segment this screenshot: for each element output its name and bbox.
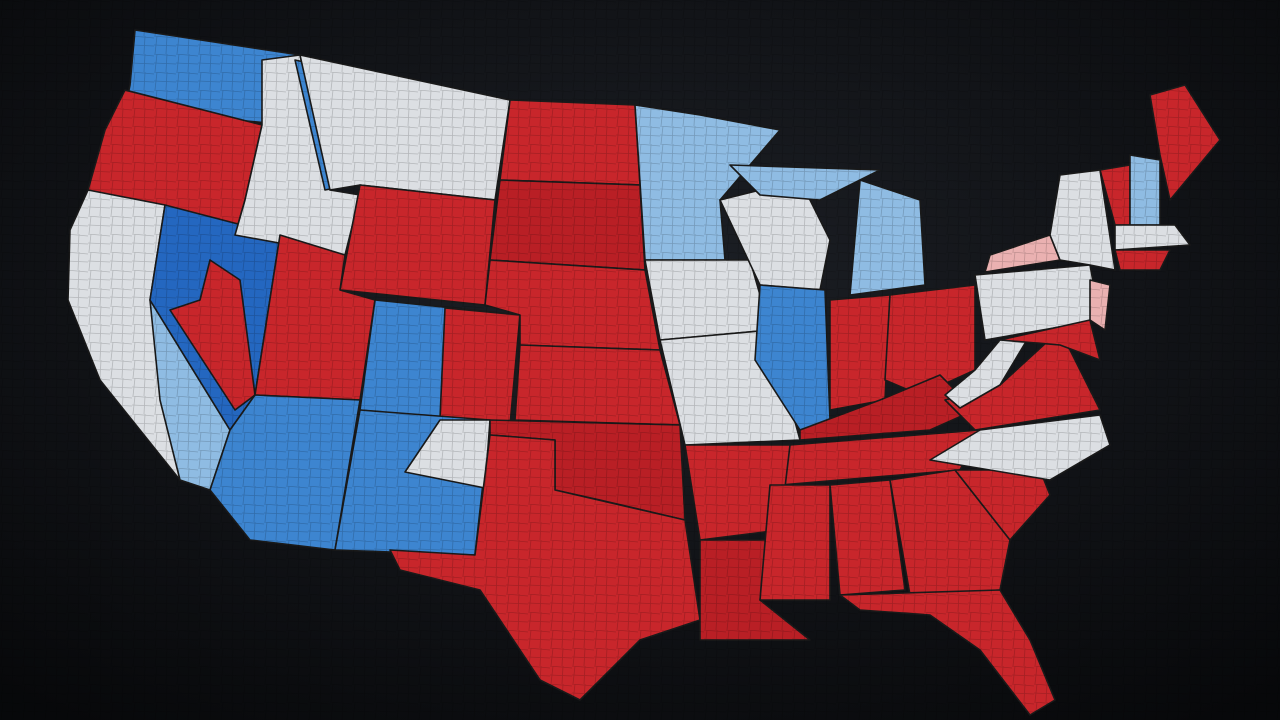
- michigan: [849, 179, 926, 296]
- massachusetts: [1114, 224, 1191, 251]
- colorado-east: [439, 307, 521, 426]
- wyoming: [339, 184, 496, 306]
- kansas: [514, 344, 681, 426]
- mississippi: [759, 484, 831, 601]
- indiana: [829, 294, 891, 411]
- north-dakota: [499, 99, 641, 186]
- new-hampshire: [1129, 154, 1161, 226]
- iowa: [644, 259, 771, 341]
- south-dakota: [489, 179, 646, 271]
- connecticut: [1114, 249, 1171, 271]
